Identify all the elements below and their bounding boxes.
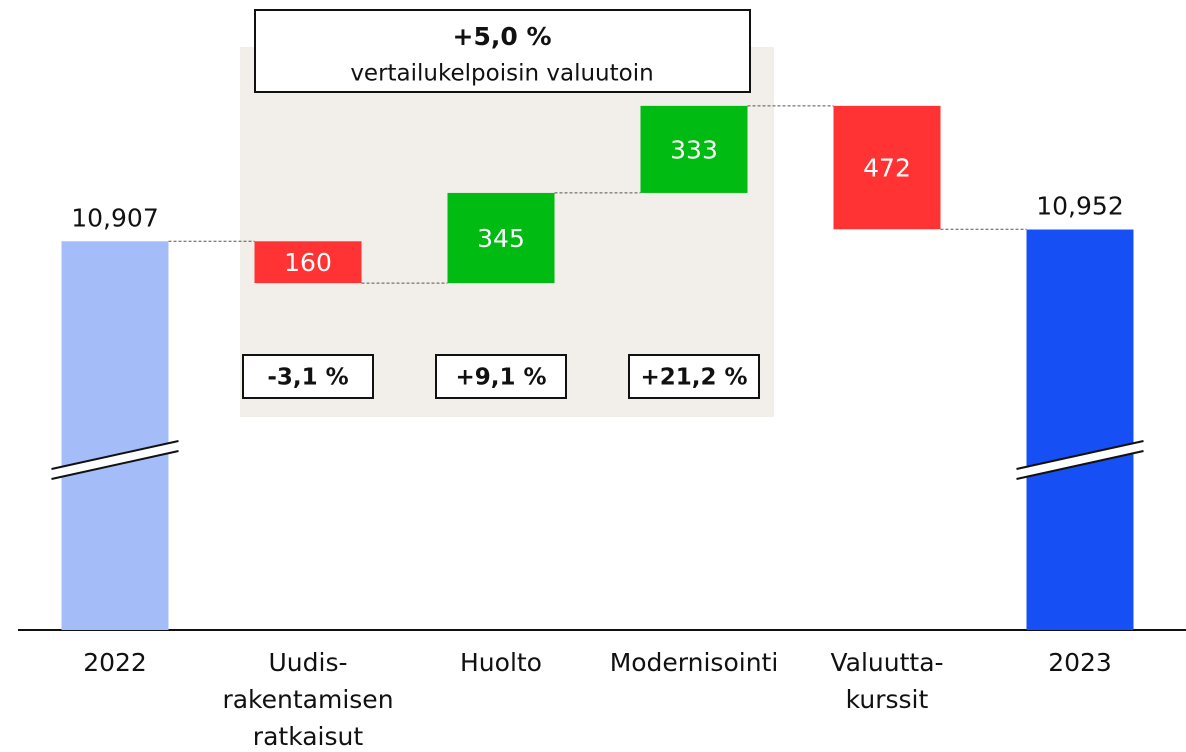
x-tick-label: 2023: [1048, 648, 1112, 677]
x-tick-label: 2022: [83, 648, 147, 677]
change-label: -3,1 %: [267, 365, 348, 391]
change-label: +9,1 %: [455, 365, 546, 391]
group-annotation-subtitle: vertailukelpoisin valuutoin: [350, 61, 653, 87]
axis-break: [1016, 441, 1144, 479]
change-box: [628, 354, 760, 399]
bar: [254, 241, 362, 284]
axis-break: [1016, 440, 1144, 470]
value-label: 10,907: [71, 203, 158, 232]
value-label: 333: [670, 135, 718, 164]
x-tick-label: rakentamisen: [222, 685, 393, 714]
x-tick-label: Huolto: [460, 648, 542, 677]
value-label: 472: [863, 154, 911, 183]
x-tick-label: kurssit: [846, 685, 929, 714]
bar: [447, 192, 555, 284]
value-label: 10,952: [1036, 192, 1123, 221]
axis-break: [1016, 450, 1144, 480]
axis-break: [51, 441, 179, 479]
x-tick-label: Modernisointi: [610, 648, 779, 677]
x-tick-label: Uudis-: [268, 648, 347, 677]
bar: [833, 105, 941, 230]
value-label: 345: [477, 224, 525, 253]
axis-break: [51, 440, 179, 470]
change-label: +21,2 %: [640, 365, 747, 391]
change-box: [435, 354, 567, 399]
x-tick-label: Valuutta-: [830, 648, 943, 677]
bar: [61, 241, 169, 630]
group-annotation-box: [254, 9, 751, 93]
bar: [1026, 229, 1134, 630]
bar: [640, 105, 748, 193]
x-tick-label: ratkaisut: [253, 722, 364, 751]
axis-break: [51, 450, 179, 480]
value-label: 160: [284, 248, 332, 277]
change-box: [242, 354, 374, 399]
group-annotation-title: +5,0 %: [453, 22, 552, 51]
